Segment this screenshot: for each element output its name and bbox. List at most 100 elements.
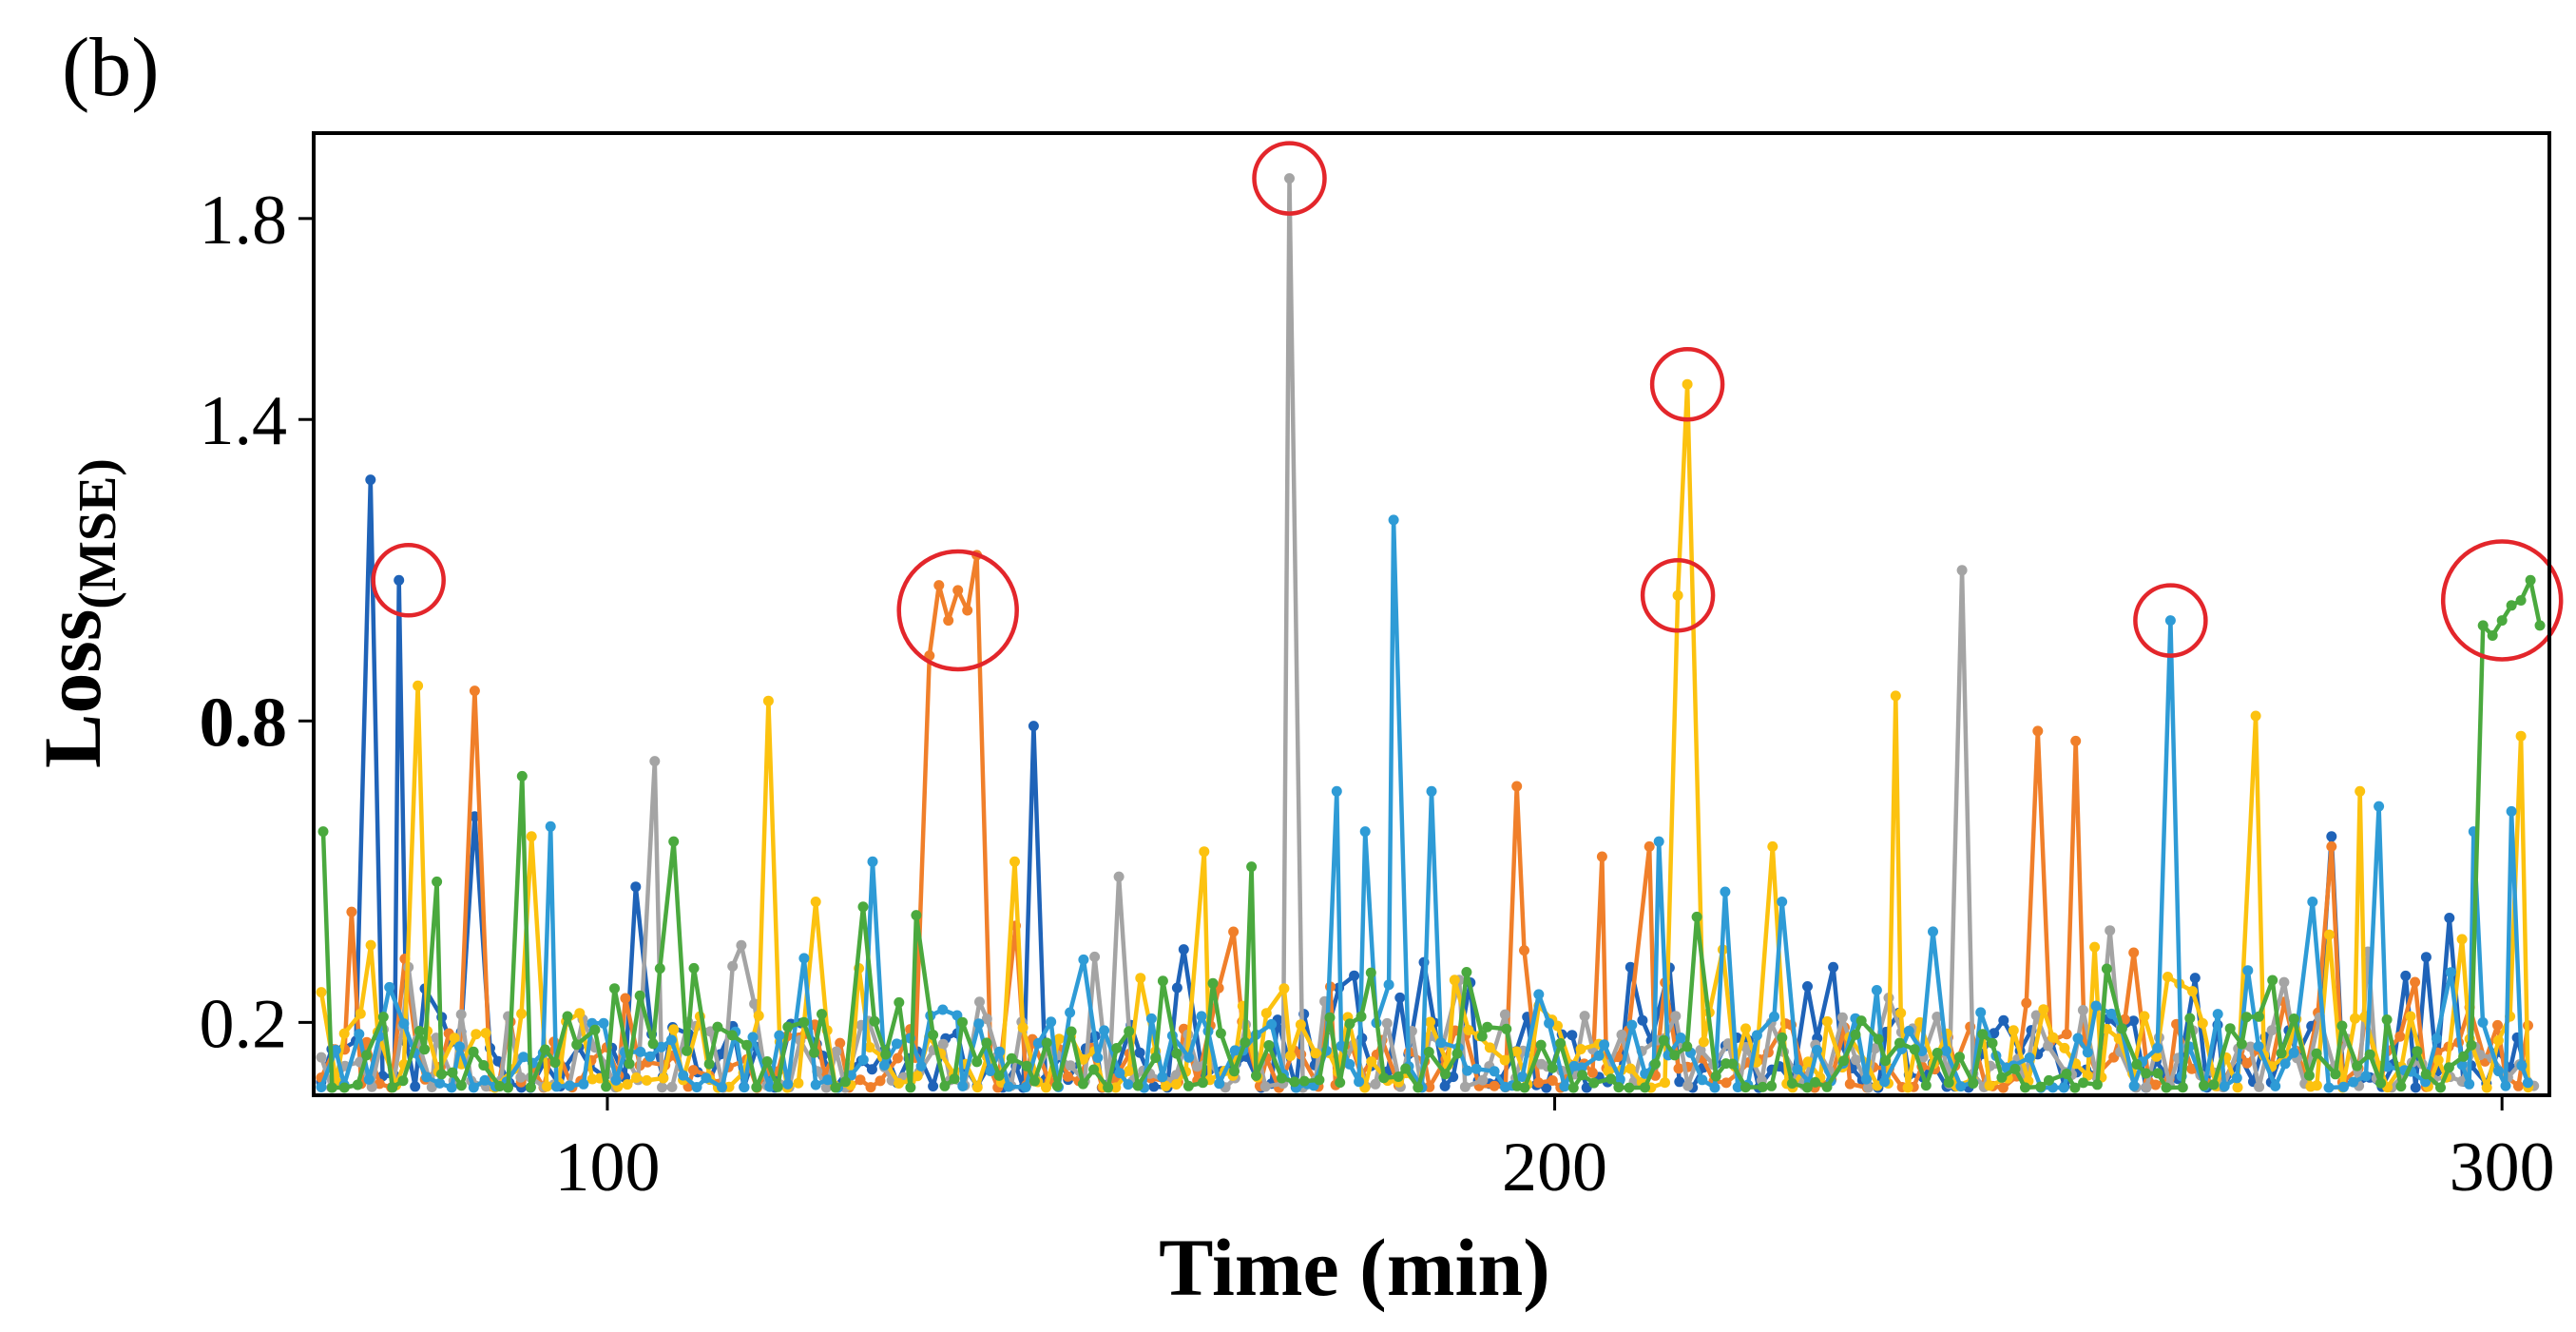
data-point [971,1056,983,1068]
data-point [2375,1077,2387,1089]
data-point [865,1082,876,1093]
y-axis-title-group: Loss(MSE) [27,458,127,768]
data-point [1555,1037,1567,1049]
data-point [1259,1081,1271,1092]
data-point [1459,1081,1471,1092]
data-point [1792,1064,1803,1075]
data-point [2061,1029,2072,1040]
data-point [810,1079,821,1091]
data-point [1895,1008,1907,1018]
data-point [1533,989,1545,1000]
data-point [1229,1066,1240,1077]
data-point [1214,1078,1225,1090]
series-light-blue [316,514,2533,1093]
data-point [641,1074,652,1086]
data-point [971,1082,983,1093]
data-point [1028,721,1039,732]
data-point [688,962,700,974]
data-point [1517,1071,1528,1082]
data-point [2492,1034,2504,1046]
data-point [1251,1070,1261,1081]
data-point [1903,1025,1914,1036]
data-point [1009,856,1020,867]
data-point [1968,1078,1979,1089]
data-point [2323,1082,2335,1093]
data-point [1359,826,1371,838]
data-point [1675,1033,1686,1043]
data-point [1870,1043,1881,1054]
data-point [1624,1082,1635,1093]
data-point [937,1004,949,1015]
series-group [316,173,2546,1093]
data-point [2236,1038,2247,1050]
data-point [2338,1081,2349,1092]
x-axis-title: Time (min) [1159,1222,1550,1313]
data-point [1289,1076,1300,1088]
data-point [2405,1011,2416,1022]
x-tick-label: 100 [554,1129,660,1207]
data-point [798,953,810,964]
data-point [469,811,480,822]
data-point [717,1082,727,1092]
data-point [668,1024,680,1035]
data-point [2072,1033,2084,1044]
data-point [1511,781,1523,792]
data-point [1577,1070,1587,1081]
data-point [1489,1080,1500,1091]
data-point [665,1034,677,1046]
data-point [455,1080,467,1091]
data-point [515,1071,527,1083]
data-point [957,1080,969,1091]
data-point [1757,1081,1768,1092]
data-point [1644,840,1655,852]
data-point [1003,1081,1014,1092]
data-point [1821,1081,1833,1092]
data-point [1660,1077,1670,1089]
data-point [994,1046,1005,1057]
data-point [1449,975,1460,986]
data-point [1451,1048,1463,1059]
data-point [2089,941,2101,953]
data-point [1228,926,1240,937]
data-point [316,987,327,998]
data-point [912,1071,923,1082]
data-point [981,1037,992,1049]
data-point [2506,600,2517,611]
data-point [609,983,620,994]
data-point [1519,945,1529,956]
data-point [1691,911,1702,922]
data-point [2020,1082,2030,1093]
data-point [1879,1076,1891,1088]
data-point [503,1082,513,1093]
data-point [2512,1080,2524,1091]
data-point [2350,1013,2360,1024]
data-point [2038,1004,2049,1015]
data-point [1020,1082,1031,1092]
data-point [2152,1042,2163,1053]
data-point [1873,1033,1884,1045]
data-point [355,1008,366,1019]
y-tick-label: 1.8 [200,182,288,260]
data-point [1535,1039,1547,1051]
data-point [1028,1075,1040,1087]
data-point [541,1081,552,1092]
data-point [1183,1052,1195,1063]
data-point [2481,1082,2492,1093]
data-point [1150,1052,1162,1063]
data-point [2515,730,2527,742]
data-point [1658,1034,1669,1046]
data-point [387,1082,398,1093]
data-point [1624,961,1636,973]
data-point [1954,1052,1965,1063]
data-point [1482,1021,1493,1033]
data-point [1871,985,1882,995]
data-point [2150,1079,2162,1091]
data-point [1113,871,1125,882]
data-point [1682,378,1693,390]
data-point [1171,982,1182,994]
data-point [830,1082,841,1093]
data-point [2395,1081,2407,1092]
data-point [432,876,443,887]
data-point [1207,977,1219,989]
data-point [937,1038,949,1050]
